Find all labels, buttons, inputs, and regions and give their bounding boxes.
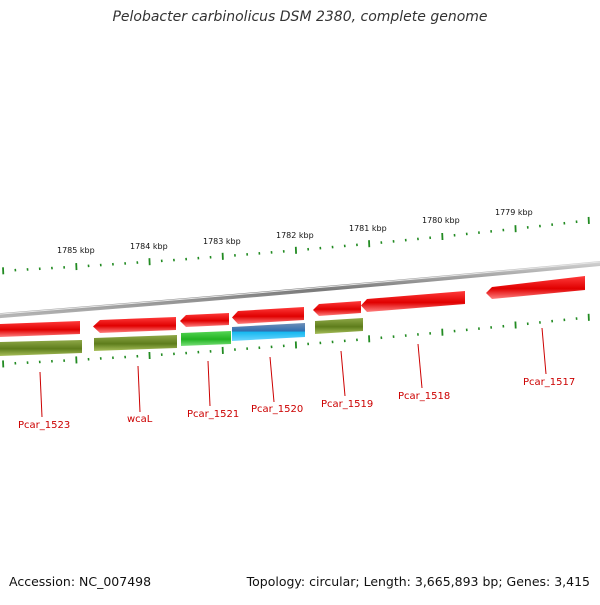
gene-label-pcar-1520[interactable]: Pcar_1520 [251,404,303,415]
gene-label-pcar-1523[interactable]: Pcar_1523 [18,420,70,431]
scale-label: 1785 kbp [57,246,95,255]
gene-arrow-pcar-1518[interactable] [361,291,465,312]
leader-line [542,328,546,374]
leader-line [138,366,140,412]
gene-label-pcar-1517[interactable]: Pcar_1517 [523,377,575,388]
leader-line [270,357,274,402]
gene-arrow-wcal[interactable] [93,317,176,333]
scale-label: 1781 kbp [349,224,387,233]
accession-text: Accession: NC_007498 [9,574,151,589]
leader-line [418,344,422,388]
scale-label: 1780 kbp [422,216,460,225]
scale-label: 1779 kbp [495,208,533,217]
scale-label: 1784 kbp [130,242,168,251]
gene-label-pcar-1519[interactable]: Pcar_1519 [321,399,373,410]
gene-arrow-pcar-1520[interactable] [232,307,304,324]
cds-bar-pcar-1523[interactable] [0,340,82,356]
genome-summary-text: Topology: circular; Length: 3,665,893 bp… [247,574,590,589]
gene-arrow-pcar-1521[interactable] [180,313,229,327]
cds-bar-pcar-1521[interactable] [181,331,231,346]
gene-arrow-pcar-1523[interactable] [0,321,80,337]
gene-arrow-pcar-1517[interactable] [486,276,585,299]
genome-title: Pelobacter carbinolicus DSM 2380, comple… [0,9,600,25]
scale-label: 1783 kbp [203,237,241,246]
gene-label-pcar-1521[interactable]: Pcar_1521 [187,409,239,420]
cds-bar-pcar-1519[interactable] [315,318,363,334]
leader-line [40,372,42,417]
gene-arrow-pcar-1519[interactable] [313,301,361,316]
gene-label-pcar-1518[interactable]: Pcar_1518 [398,391,450,402]
inner-scale-ticks [3,314,589,368]
scale-label: 1782 kbp [276,231,314,240]
cds-bar-wcal[interactable] [94,335,177,351]
rna-bar-pcar-1520[interactable] [232,323,305,341]
leader-line [341,351,345,396]
gene-label-wcal[interactable]: wcaL [127,414,153,425]
leader-line [208,361,210,406]
